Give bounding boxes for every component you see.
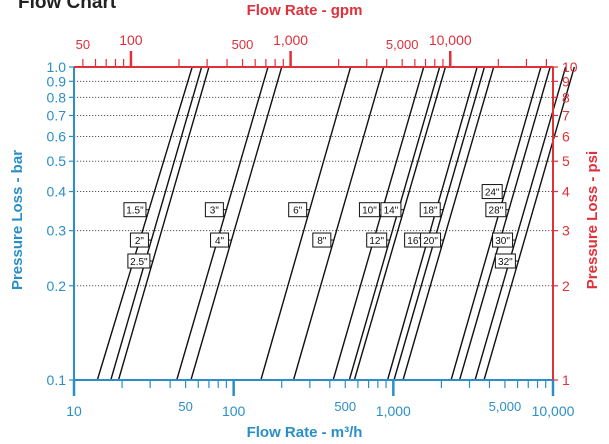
bottom-tick-label: 500 bbox=[334, 399, 356, 414]
pipe-line-9 bbox=[353, 66, 447, 381]
label-box bbox=[366, 232, 388, 248]
left-tick-label: 0.2 bbox=[47, 278, 67, 294]
left-tick-label: 0.8 bbox=[47, 89, 67, 105]
left-tick-label: 0.7 bbox=[47, 107, 67, 123]
top-axis-title: Flow Rate - gpm bbox=[246, 2, 363, 19]
label-box bbox=[204, 202, 224, 218]
right-tick-label: 1 bbox=[562, 372, 570, 388]
plot-frame bbox=[73, 66, 554, 381]
bottom-tick-label: 50 bbox=[178, 399, 192, 414]
pipe-size-label: 10" bbox=[362, 206, 377, 217]
pipe-size-label: 16" bbox=[407, 236, 422, 247]
pipe-line-5 bbox=[260, 66, 352, 381]
top-tick-label: 100 bbox=[119, 32, 143, 48]
pipe-size-label: 4" bbox=[215, 236, 225, 247]
label-box bbox=[485, 202, 507, 218]
left-tick-label: 0.6 bbox=[47, 128, 67, 144]
top-tick-label: 50 bbox=[76, 37, 90, 52]
label-box bbox=[288, 202, 308, 218]
pipe-line-0 bbox=[96, 66, 193, 381]
pipe-size-label: 14" bbox=[384, 206, 399, 217]
bottom-tick-label: 10 bbox=[66, 403, 82, 419]
label-box bbox=[123, 202, 147, 218]
bottom-axis-title: Flow Rate - m³/h bbox=[246, 424, 363, 441]
pipe-line-14 bbox=[458, 66, 551, 381]
pipe-line-1 bbox=[110, 66, 203, 381]
pipe-line-7 bbox=[332, 66, 425, 381]
pipe-line-10 bbox=[386, 66, 478, 381]
pipe-line-8 bbox=[348, 66, 441, 381]
right-tick-label: 10 bbox=[562, 59, 578, 75]
label-box bbox=[481, 184, 503, 200]
pipe-line-3 bbox=[176, 66, 269, 381]
label-box bbox=[129, 232, 149, 248]
pipe-line-12 bbox=[402, 66, 495, 381]
left-tick-label: 0.3 bbox=[47, 223, 67, 239]
label-box bbox=[380, 202, 402, 218]
axes: 10 100 1,000 10,000 50 500 5,000 0.1 0.2 0.3 0.4 0.… bbox=[47, 32, 578, 419]
pipe-line-2 bbox=[117, 66, 210, 381]
left-tick-label: 0.1 bbox=[47, 372, 67, 388]
pipe-size-label: 8" bbox=[317, 236, 327, 247]
label-box bbox=[420, 232, 442, 248]
label-box bbox=[210, 232, 230, 248]
left-tick-label: 0.9 bbox=[47, 73, 67, 89]
left-axis-title: Pressure Loss - bar bbox=[9, 150, 26, 290]
pipe-line-4 bbox=[190, 66, 283, 381]
right-tick-label: 2 bbox=[562, 278, 570, 294]
pipe-size-label: 2" bbox=[135, 236, 145, 247]
pipe-size-label: 1.5" bbox=[126, 206, 144, 217]
pipe-size-label: 28" bbox=[489, 206, 504, 217]
label-box bbox=[419, 202, 441, 218]
top-tick-label: 1,000 bbox=[273, 32, 308, 48]
left-tick-label: 0.4 bbox=[47, 184, 67, 200]
label-box bbox=[492, 232, 514, 248]
right-tick-label: 6 bbox=[562, 128, 570, 144]
label-box bbox=[312, 232, 332, 248]
label-box bbox=[358, 202, 380, 218]
series-labels: 1.5" 2" 2.5" 3" 4" 6" 8" 10" 12" 14" 16" 18" 20" 24" 2… bbox=[123, 184, 519, 269]
right-tick-label: 8 bbox=[562, 89, 570, 105]
pipe-size-label: 12" bbox=[369, 236, 384, 247]
top-tick-label: 5,000 bbox=[386, 37, 419, 52]
pipe-size-label: 2.5" bbox=[130, 257, 148, 268]
pipe-line-13 bbox=[450, 66, 542, 381]
pipe-line-6 bbox=[292, 66, 385, 381]
page-title: Flow Chart bbox=[18, 0, 117, 13]
right-tick-label: 3 bbox=[562, 223, 570, 239]
pipe-size-label: 3" bbox=[210, 206, 220, 217]
left-tick-label: 1.0 bbox=[47, 59, 67, 75]
pipe-size-label: 20" bbox=[423, 236, 438, 247]
bottom-tick-label: 10,000 bbox=[532, 403, 575, 419]
top-tick-label: 500 bbox=[232, 37, 254, 52]
pipe-line-11 bbox=[393, 66, 486, 381]
right-tick-label: 7 bbox=[562, 107, 570, 123]
pipe-size-label: 18" bbox=[423, 206, 438, 217]
pipe-size-label: 30" bbox=[495, 236, 510, 247]
right-tick-label: 5 bbox=[562, 153, 570, 169]
pipe-line-15 bbox=[474, 66, 567, 381]
bottom-tick-label: 100 bbox=[222, 403, 246, 419]
label-box bbox=[494, 253, 516, 269]
bottom-tick-label: 5,000 bbox=[489, 399, 522, 414]
right-tick-label: 4 bbox=[562, 184, 570, 200]
series-lines bbox=[96, 66, 575, 381]
pipe-size-label: 6" bbox=[293, 206, 303, 217]
top-tick-label: 10,000 bbox=[429, 32, 472, 48]
left-tick-label: 0.5 bbox=[47, 153, 67, 169]
bottom-tick-label: 1,000 bbox=[376, 403, 411, 419]
pipe-size-label: 32" bbox=[498, 257, 513, 268]
label-box bbox=[127, 253, 151, 269]
pipe-size-label: 24" bbox=[485, 188, 500, 199]
pipe-line-16 bbox=[483, 66, 575, 381]
right-tick-label: 9 bbox=[562, 73, 570, 89]
right-axis-title: Pressure Loss - psi bbox=[584, 151, 601, 289]
